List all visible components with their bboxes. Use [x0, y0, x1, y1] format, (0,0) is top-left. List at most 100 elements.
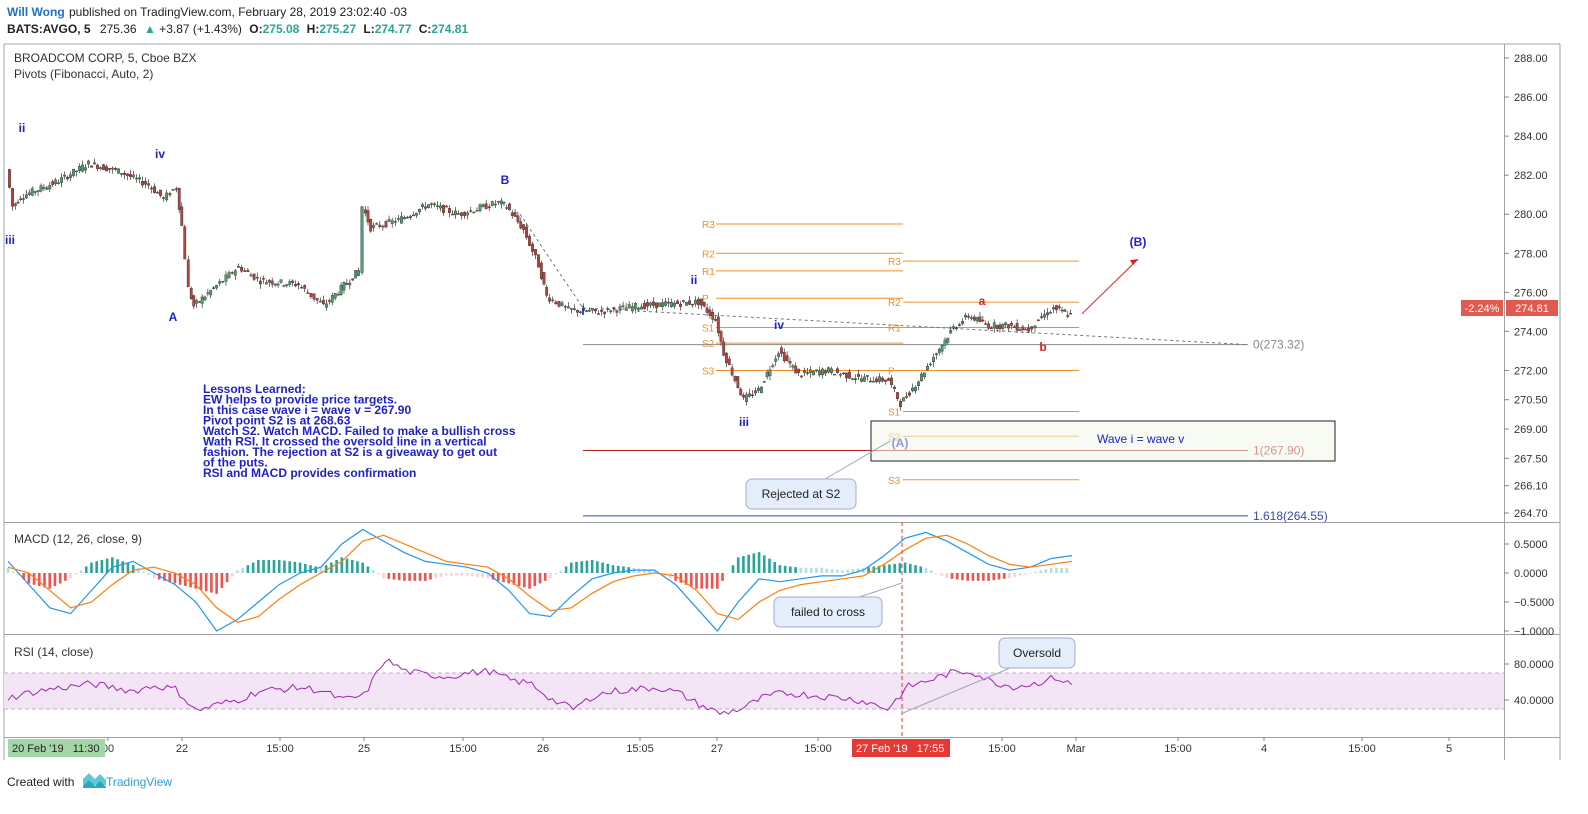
candle-body	[797, 368, 800, 373]
candle-body	[508, 203, 511, 211]
macd-plot: 0.5000 0.0000 −0.5000 −1.0000	[6, 528, 1554, 638]
candle-body	[848, 371, 851, 379]
macd-hist-bar	[643, 569, 646, 573]
candle-body	[267, 280, 271, 283]
footer-brand[interactable]: TradingView	[106, 775, 172, 789]
candle-body	[105, 166, 108, 172]
rsi-tick-label: 40.0000	[1514, 695, 1554, 707]
macd-hist-bar	[564, 566, 568, 573]
candle-body	[1066, 315, 1070, 317]
macd-hist-bar	[84, 566, 88, 573]
candle-body	[791, 365, 795, 368]
candle-body	[920, 373, 923, 381]
candle-body	[872, 380, 875, 383]
candle-body	[676, 300, 679, 304]
candle-body	[221, 280, 225, 283]
candle-body	[827, 367, 830, 373]
candle-body	[929, 363, 932, 366]
candle-body	[48, 185, 52, 190]
candle-body	[649, 302, 652, 306]
wave-box[interactable]	[870, 420, 1336, 462]
candle-body	[1040, 316, 1043, 318]
candle-body	[378, 224, 382, 227]
macd-hist-bar	[997, 573, 1001, 580]
candle-body	[273, 283, 277, 286]
instrument-legend[interactable]: BROADCOM CORP, 5, Cboe BZX	[14, 51, 197, 65]
macd-hist-bar	[580, 561, 584, 573]
candle-body	[478, 204, 482, 211]
time-tick-label: 15:00	[449, 743, 477, 755]
rsi-title[interactable]: RSI (14, close)	[14, 645, 93, 659]
macd-title[interactable]: MACD (12, 26, close, 9)	[14, 532, 142, 546]
candle-body	[114, 168, 117, 170]
candle-body	[637, 307, 640, 310]
candle-body	[545, 287, 549, 296]
macd-hist-bar	[11, 571, 15, 573]
macd-hist-bar	[512, 573, 516, 585]
callout-oversold[interactable]: Oversold	[902, 637, 1076, 714]
candle-body	[360, 206, 364, 273]
macd-pane[interactable]	[4, 525, 1504, 632]
macd-hist-bar	[345, 558, 349, 573]
candle-body	[685, 302, 688, 306]
candle-body	[1015, 323, 1019, 331]
macd-hist-bar	[272, 559, 276, 573]
macd-hist-bar	[382, 573, 385, 579]
macd-hist-bar	[257, 559, 260, 573]
price-axis[interactable]: 288.00 286.00 284.00 282.00 280.00 278.00 276.…	[1504, 53, 1548, 520]
candle-body	[884, 379, 887, 382]
candle-body	[227, 272, 231, 279]
macd-hist-bar	[340, 557, 344, 573]
macd-hist-bar	[768, 558, 771, 573]
pivot-label: R1	[702, 267, 715, 278]
candle-body	[923, 372, 926, 377]
candle-body	[570, 308, 573, 310]
macd-hist-bar	[173, 573, 177, 584]
macd-hist-bar	[58, 573, 62, 584]
candle-body	[667, 301, 670, 304]
time-axis[interactable]: 00 22 15:00 25 15:00 26 15:05 27 15:00 15:00 Mar 15…	[102, 737, 1452, 755]
candle-body	[22, 198, 25, 200]
candle-body	[615, 310, 619, 313]
macd-hist-bar	[794, 567, 797, 573]
candle-body	[342, 282, 346, 291]
candle-body	[794, 365, 798, 374]
callout-cross[interactable]: failed to cross	[773, 582, 903, 628]
candle-body	[303, 285, 307, 289]
price-tick-label: 272.00	[1514, 365, 1548, 377]
candle-body	[93, 162, 96, 165]
candle-body	[30, 188, 34, 196]
candle-body	[621, 305, 625, 307]
tradingview-logo-icon[interactable]	[83, 773, 106, 788]
candle-body	[591, 308, 594, 311]
macd-hist-bar	[721, 573, 724, 581]
lessons-note[interactable]: Lessons Learned: EW helps to provide pric…	[203, 382, 516, 480]
candle-body	[510, 212, 514, 216]
candle-body	[803, 370, 806, 373]
candle-body	[745, 394, 748, 402]
candle-body	[72, 168, 75, 176]
macd-hist-bar	[820, 567, 823, 573]
macd-hist-bar	[491, 573, 495, 580]
pivots-legend[interactable]: Pivots (Fibonacci, Auto, 2)	[14, 67, 153, 81]
macd-hist-bar	[789, 566, 792, 573]
candle-body	[372, 225, 375, 229]
macd-hist-bar	[804, 567, 808, 573]
macd-hist-bar	[1023, 573, 1027, 575]
macd-hist-bar	[762, 555, 766, 573]
macd-hist-bar	[815, 567, 818, 573]
callout-rejected[interactable]: Rejected at S2	[745, 440, 891, 510]
time-tick-label: 27	[711, 743, 723, 755]
candle-body	[150, 187, 153, 190]
candle-body	[348, 282, 352, 286]
candle-body	[560, 302, 564, 306]
macd-hist-bar	[230, 573, 234, 577]
author-name[interactable]: Will Wong	[7, 5, 65, 19]
candle-body	[875, 378, 878, 383]
macd-hist-bar	[846, 569, 850, 573]
candle-body	[132, 174, 135, 178]
high-value: 275.27	[319, 22, 356, 36]
candle-body	[433, 203, 436, 206]
candle-body	[958, 324, 961, 326]
candle-body	[415, 212, 418, 216]
